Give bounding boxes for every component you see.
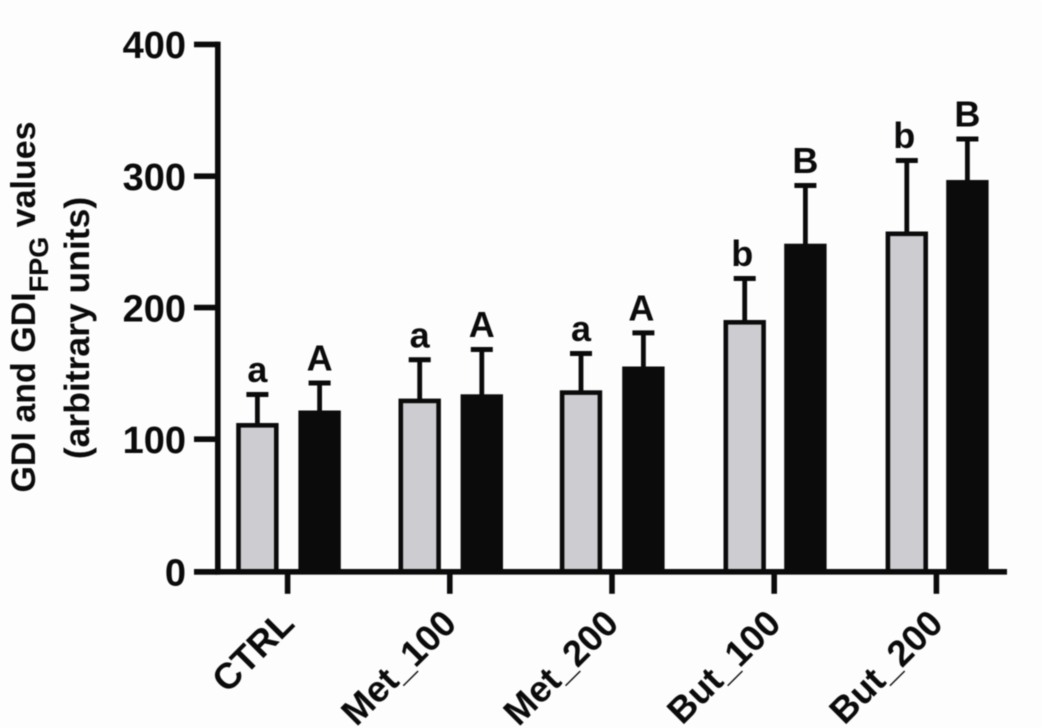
svg-text:GDI and GDIFPG values: GDI and GDIFPG values xyxy=(5,121,54,492)
svg-text:300: 300 xyxy=(123,157,186,199)
svg-text:200: 200 xyxy=(123,288,186,330)
svg-text:B: B xyxy=(954,94,980,135)
svg-text:A: A xyxy=(307,338,333,379)
svg-text:a: a xyxy=(571,308,592,349)
svg-text:b: b xyxy=(893,115,915,156)
svg-text:a: a xyxy=(410,314,431,355)
svg-text:100: 100 xyxy=(123,420,186,462)
svg-text:A: A xyxy=(628,287,654,328)
svg-text:(arbitrary units): (arbitrary units) xyxy=(57,197,97,459)
svg-text:b: b xyxy=(731,233,753,274)
svg-text:0: 0 xyxy=(165,553,186,595)
svg-text:B: B xyxy=(792,140,818,181)
svg-text:400: 400 xyxy=(123,25,186,67)
svg-text:a: a xyxy=(247,349,268,390)
svg-text:A: A xyxy=(469,304,495,345)
